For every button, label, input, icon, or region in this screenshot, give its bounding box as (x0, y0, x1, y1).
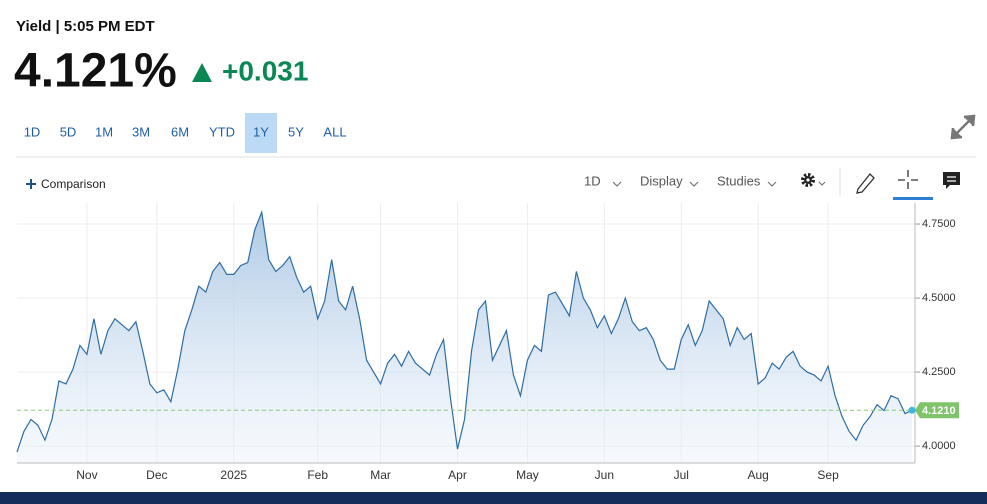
up-arrow (192, 63, 212, 82)
x-tick-label: Mar (370, 468, 391, 482)
chart: Nov Dec 2025 Feb Mar Apr May Jun Jul Aug Sep 4.0000… (16, 203, 959, 482)
comment-lines (947, 176, 956, 182)
last-value-tag (915, 402, 959, 419)
range-button[interactable]: 5D (60, 124, 77, 139)
range-button[interactable]: YTD (209, 124, 235, 139)
y-tick-label: 4.0000 (922, 440, 956, 452)
range-button[interactable]: 3M (132, 124, 150, 139)
x-tick-label: May (516, 468, 539, 482)
x-tick-label: Jul (674, 468, 689, 482)
display-menu[interactable]: Display (640, 173, 683, 188)
settings-icon[interactable] (801, 173, 815, 187)
comparison: Comparison (41, 177, 106, 191)
x-tick-label: Sep (817, 468, 839, 482)
x-tick-label: 2025 (220, 468, 247, 482)
range-button[interactable]: ALL (323, 124, 346, 139)
studies-menu[interactable]: Studies (717, 173, 761, 188)
x-tick-label: Apr (448, 468, 467, 482)
footer-bar (0, 492, 987, 504)
last-value-label: 4.1210 (922, 405, 956, 417)
crosshair-icon[interactable] (898, 170, 918, 189)
yield-line (16, 209, 913, 453)
draw-icon[interactable] (856, 173, 875, 194)
range-buttons: 1D 5D 1M 3M 6M YTD 1Y 5Y ALL (24, 113, 347, 153)
header-title: Yield | 5:05 PM EDT (16, 18, 155, 35)
y-tick-label: 4.2500 (922, 366, 956, 378)
range-button[interactable]: 1Y (253, 124, 269, 139)
plus-icon (26, 179, 36, 189)
y-tick-label: 4.7500 (922, 218, 956, 230)
last-point (908, 406, 916, 414)
expand-icon[interactable] (950, 114, 976, 140)
range-button[interactable]: 6M (171, 124, 189, 139)
comparison-button[interactable]: Comparison (26, 177, 106, 191)
change: +0.031 (222, 55, 308, 86)
area-fill (17, 212, 912, 463)
active-tool-underline (893, 197, 933, 200)
price: 4.121% (14, 45, 177, 98)
range-button[interactable]: 1M (95, 124, 113, 139)
chevrons (612, 181, 826, 187)
x-tick-label: Jun (595, 468, 614, 482)
range-button[interactable]: 5Y (288, 124, 304, 139)
active-range-bg (245, 113, 277, 153)
x-tick-label: Nov (76, 468, 97, 482)
x-tick-label: Dec (146, 468, 167, 482)
x-tick-label: Feb (307, 468, 328, 482)
interval-menu[interactable]: 1D (584, 173, 601, 188)
y-tick-label: 4.5000 (922, 292, 956, 304)
x-tick-label: Aug (747, 468, 768, 482)
range-button[interactable]: 1D (24, 124, 41, 139)
